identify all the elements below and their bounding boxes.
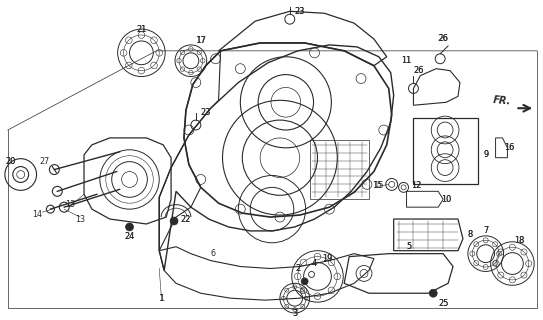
Text: 13: 13	[75, 214, 85, 224]
Text: 9: 9	[483, 150, 488, 159]
Text: 2: 2	[295, 264, 300, 273]
Text: 8: 8	[468, 230, 472, 239]
Text: 25: 25	[438, 299, 449, 308]
Text: 5: 5	[406, 242, 411, 251]
Text: 12: 12	[411, 181, 422, 190]
Text: 11: 11	[401, 56, 412, 65]
Text: 8: 8	[467, 230, 472, 239]
Circle shape	[170, 217, 178, 225]
Text: 27: 27	[39, 157, 49, 166]
Text: 12: 12	[412, 181, 421, 190]
Text: 25: 25	[438, 299, 449, 308]
Text: 15: 15	[372, 181, 382, 190]
Text: 26: 26	[413, 66, 424, 75]
Text: 11: 11	[401, 56, 412, 65]
Text: 13: 13	[65, 200, 75, 209]
Text: 21: 21	[136, 25, 147, 34]
Text: 10: 10	[441, 195, 451, 204]
Text: 26: 26	[438, 35, 449, 44]
Text: 10: 10	[441, 195, 451, 204]
Text: 7: 7	[483, 227, 488, 236]
Text: 6: 6	[210, 249, 215, 258]
Circle shape	[430, 289, 437, 297]
Text: 1: 1	[159, 294, 163, 303]
Text: 1: 1	[159, 294, 164, 303]
Text: 23: 23	[294, 7, 305, 16]
Text: 22: 22	[181, 214, 191, 224]
Text: 16: 16	[504, 143, 515, 152]
Text: 23: 23	[201, 108, 211, 117]
Circle shape	[125, 223, 134, 231]
Text: 14: 14	[33, 210, 42, 219]
Text: 4: 4	[312, 259, 317, 268]
Text: 9: 9	[483, 150, 488, 159]
Text: 15: 15	[374, 181, 384, 190]
Text: 19: 19	[322, 254, 333, 263]
Text: 24: 24	[124, 232, 135, 241]
Text: 21: 21	[136, 25, 147, 34]
Text: 2: 2	[295, 264, 300, 273]
Text: 24: 24	[124, 232, 135, 241]
Text: 17: 17	[195, 36, 206, 45]
Text: 7: 7	[483, 227, 488, 236]
Text: 26: 26	[438, 35, 448, 44]
Text: FR.: FR.	[493, 95, 512, 106]
Text: 22: 22	[181, 214, 191, 224]
Circle shape	[301, 278, 308, 285]
Text: 16: 16	[504, 143, 514, 152]
Text: 4: 4	[312, 259, 317, 268]
Text: 20: 20	[5, 157, 16, 166]
Text: 3: 3	[292, 308, 298, 317]
Text: 23: 23	[200, 108, 211, 117]
Text: 5: 5	[406, 242, 411, 251]
Text: 23: 23	[295, 7, 305, 16]
Text: 19: 19	[323, 254, 332, 263]
Text: 20: 20	[6, 157, 16, 166]
Text: 26: 26	[413, 66, 424, 75]
Text: 18: 18	[514, 236, 525, 245]
Text: 17: 17	[195, 36, 206, 45]
Text: 3: 3	[292, 308, 297, 317]
Text: 18: 18	[514, 236, 525, 245]
